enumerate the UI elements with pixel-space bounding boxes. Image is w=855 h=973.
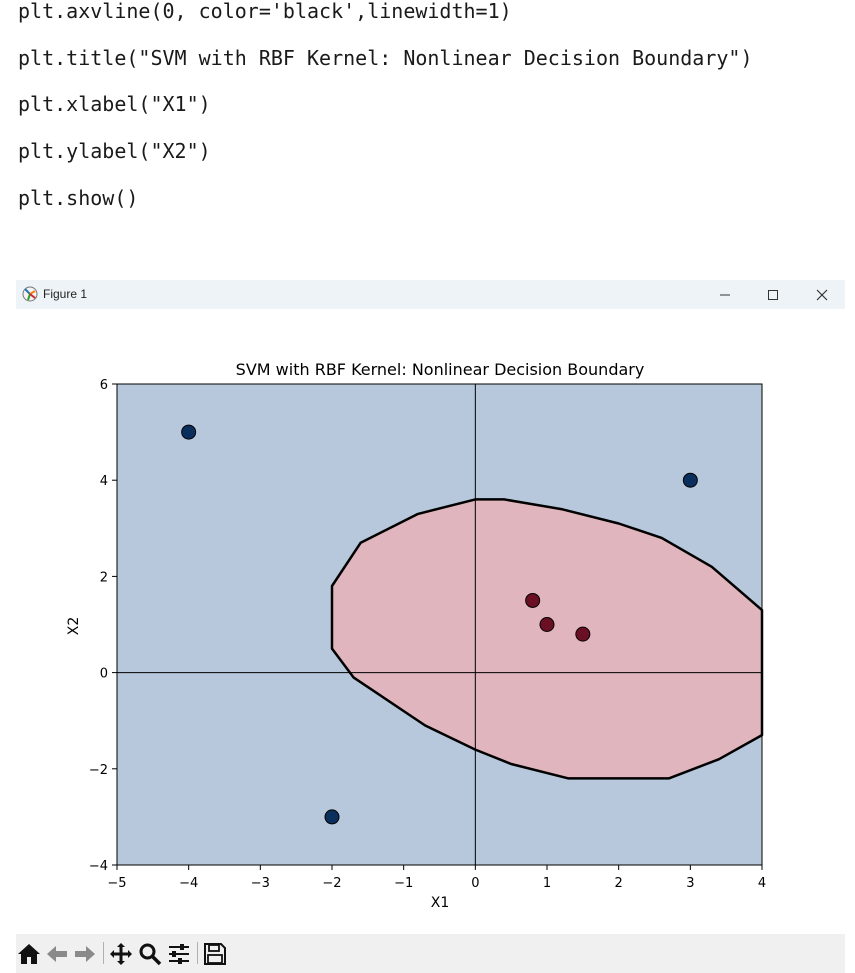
window-title: Figure 1 — [43, 287, 88, 301]
toolbar-separator — [103, 942, 104, 964]
axes-frame — [116, 383, 763, 866]
code-line: plt.show() — [18, 185, 139, 210]
x-tick-label: −1 — [394, 876, 413, 891]
x-tick-label: −5 — [107, 876, 126, 891]
y-tick-label: −2 — [89, 763, 108, 778]
close-button[interactable] — [800, 280, 844, 309]
y-axis-ticks: −4 −2 0 2 4 6 — [89, 378, 117, 874]
figure-window-titlebar[interactable]: Figure 1 — [16, 280, 845, 309]
maximize-icon — [768, 289, 778, 300]
maximize-button[interactable] — [751, 280, 795, 309]
save-button[interactable] — [202, 941, 228, 967]
minimize-icon — [720, 294, 730, 295]
positive-class-region — [332, 499, 762, 779]
code-line: plt.ylabel("X2") — [18, 139, 211, 164]
x-axis-ticks: −5 −4 −3 −2 −1 0 1 2 3 4 — [107, 865, 766, 891]
positive-class-point — [539, 617, 555, 632]
zoom-button[interactable] — [137, 941, 163, 967]
minimize-button[interactable] — [703, 280, 747, 309]
zoom-icon — [139, 943, 162, 966]
x-tick-label: −4 — [179, 876, 198, 891]
x-tick-label: −3 — [251, 876, 270, 891]
close-icon — [816, 289, 828, 300]
code-line: plt.xlabel("X1") — [18, 92, 211, 117]
svm-decision-boundary-chart: −5 −4 −3 −2 −1 0 1 2 3 4 −4 −2 0 2 4 6 SVM with RBF Ke… — [66, 360, 766, 911]
x-tick-label: 2 — [615, 876, 623, 891]
data-points — [181, 424, 698, 825]
save-icon — [204, 943, 226, 965]
positive-class-point — [575, 626, 591, 642]
pan-icon — [110, 943, 132, 965]
y-tick-label: 4 — [100, 474, 108, 489]
y-tick-label: −4 — [89, 859, 108, 874]
negative-class-point — [324, 809, 340, 825]
pan-button[interactable] — [108, 941, 134, 967]
positive-class-point — [525, 592, 541, 608]
x-tick-label: −2 — [322, 876, 341, 891]
y-tick-label: 6 — [100, 378, 108, 393]
configure-icon — [169, 944, 189, 964]
y-tick-label: 0 — [100, 667, 108, 682]
toolbar-separator — [197, 942, 198, 964]
x-axis-label: X1 — [431, 895, 450, 911]
back-icon — [47, 946, 67, 962]
x-tick-label: 0 — [471, 876, 479, 891]
home-button[interactable] — [16, 941, 42, 967]
x-tick-label: 3 — [686, 876, 694, 891]
x-tick-label: 1 — [543, 876, 551, 891]
x-tick-label: 4 — [758, 876, 766, 891]
negative-class-point — [682, 472, 698, 488]
forward-icon — [75, 946, 95, 962]
chart-title: SVM with RBF Kernel: Nonlinear Decision … — [236, 360, 645, 379]
home-icon — [18, 944, 40, 964]
y-tick-label: 2 — [100, 570, 108, 585]
back-button[interactable] — [44, 941, 70, 967]
negative-class-point — [181, 424, 197, 440]
figure-toolbar — [16, 934, 845, 973]
matplotlib-icon — [22, 286, 38, 302]
code-line: plt.axvline(0, color='black',linewidth=1… — [18, 0, 512, 23]
forward-button[interactable] — [72, 941, 98, 967]
code-line: plt.title("SVM with RBF Kernel: Nonlinea… — [18, 45, 753, 70]
y-axis-label: X2 — [66, 617, 82, 636]
configure-subplots-button[interactable] — [166, 941, 192, 967]
code-editor: plt.axvline(0, color='black',linewidth=1… — [18, 0, 848, 221]
decision-boundary — [330, 498, 764, 780]
figure-canvas[interactable]: −5 −4 −3 −2 −1 0 1 2 3 4 −4 −2 0 2 4 6 SVM with RBF Ke… — [16, 309, 845, 934]
